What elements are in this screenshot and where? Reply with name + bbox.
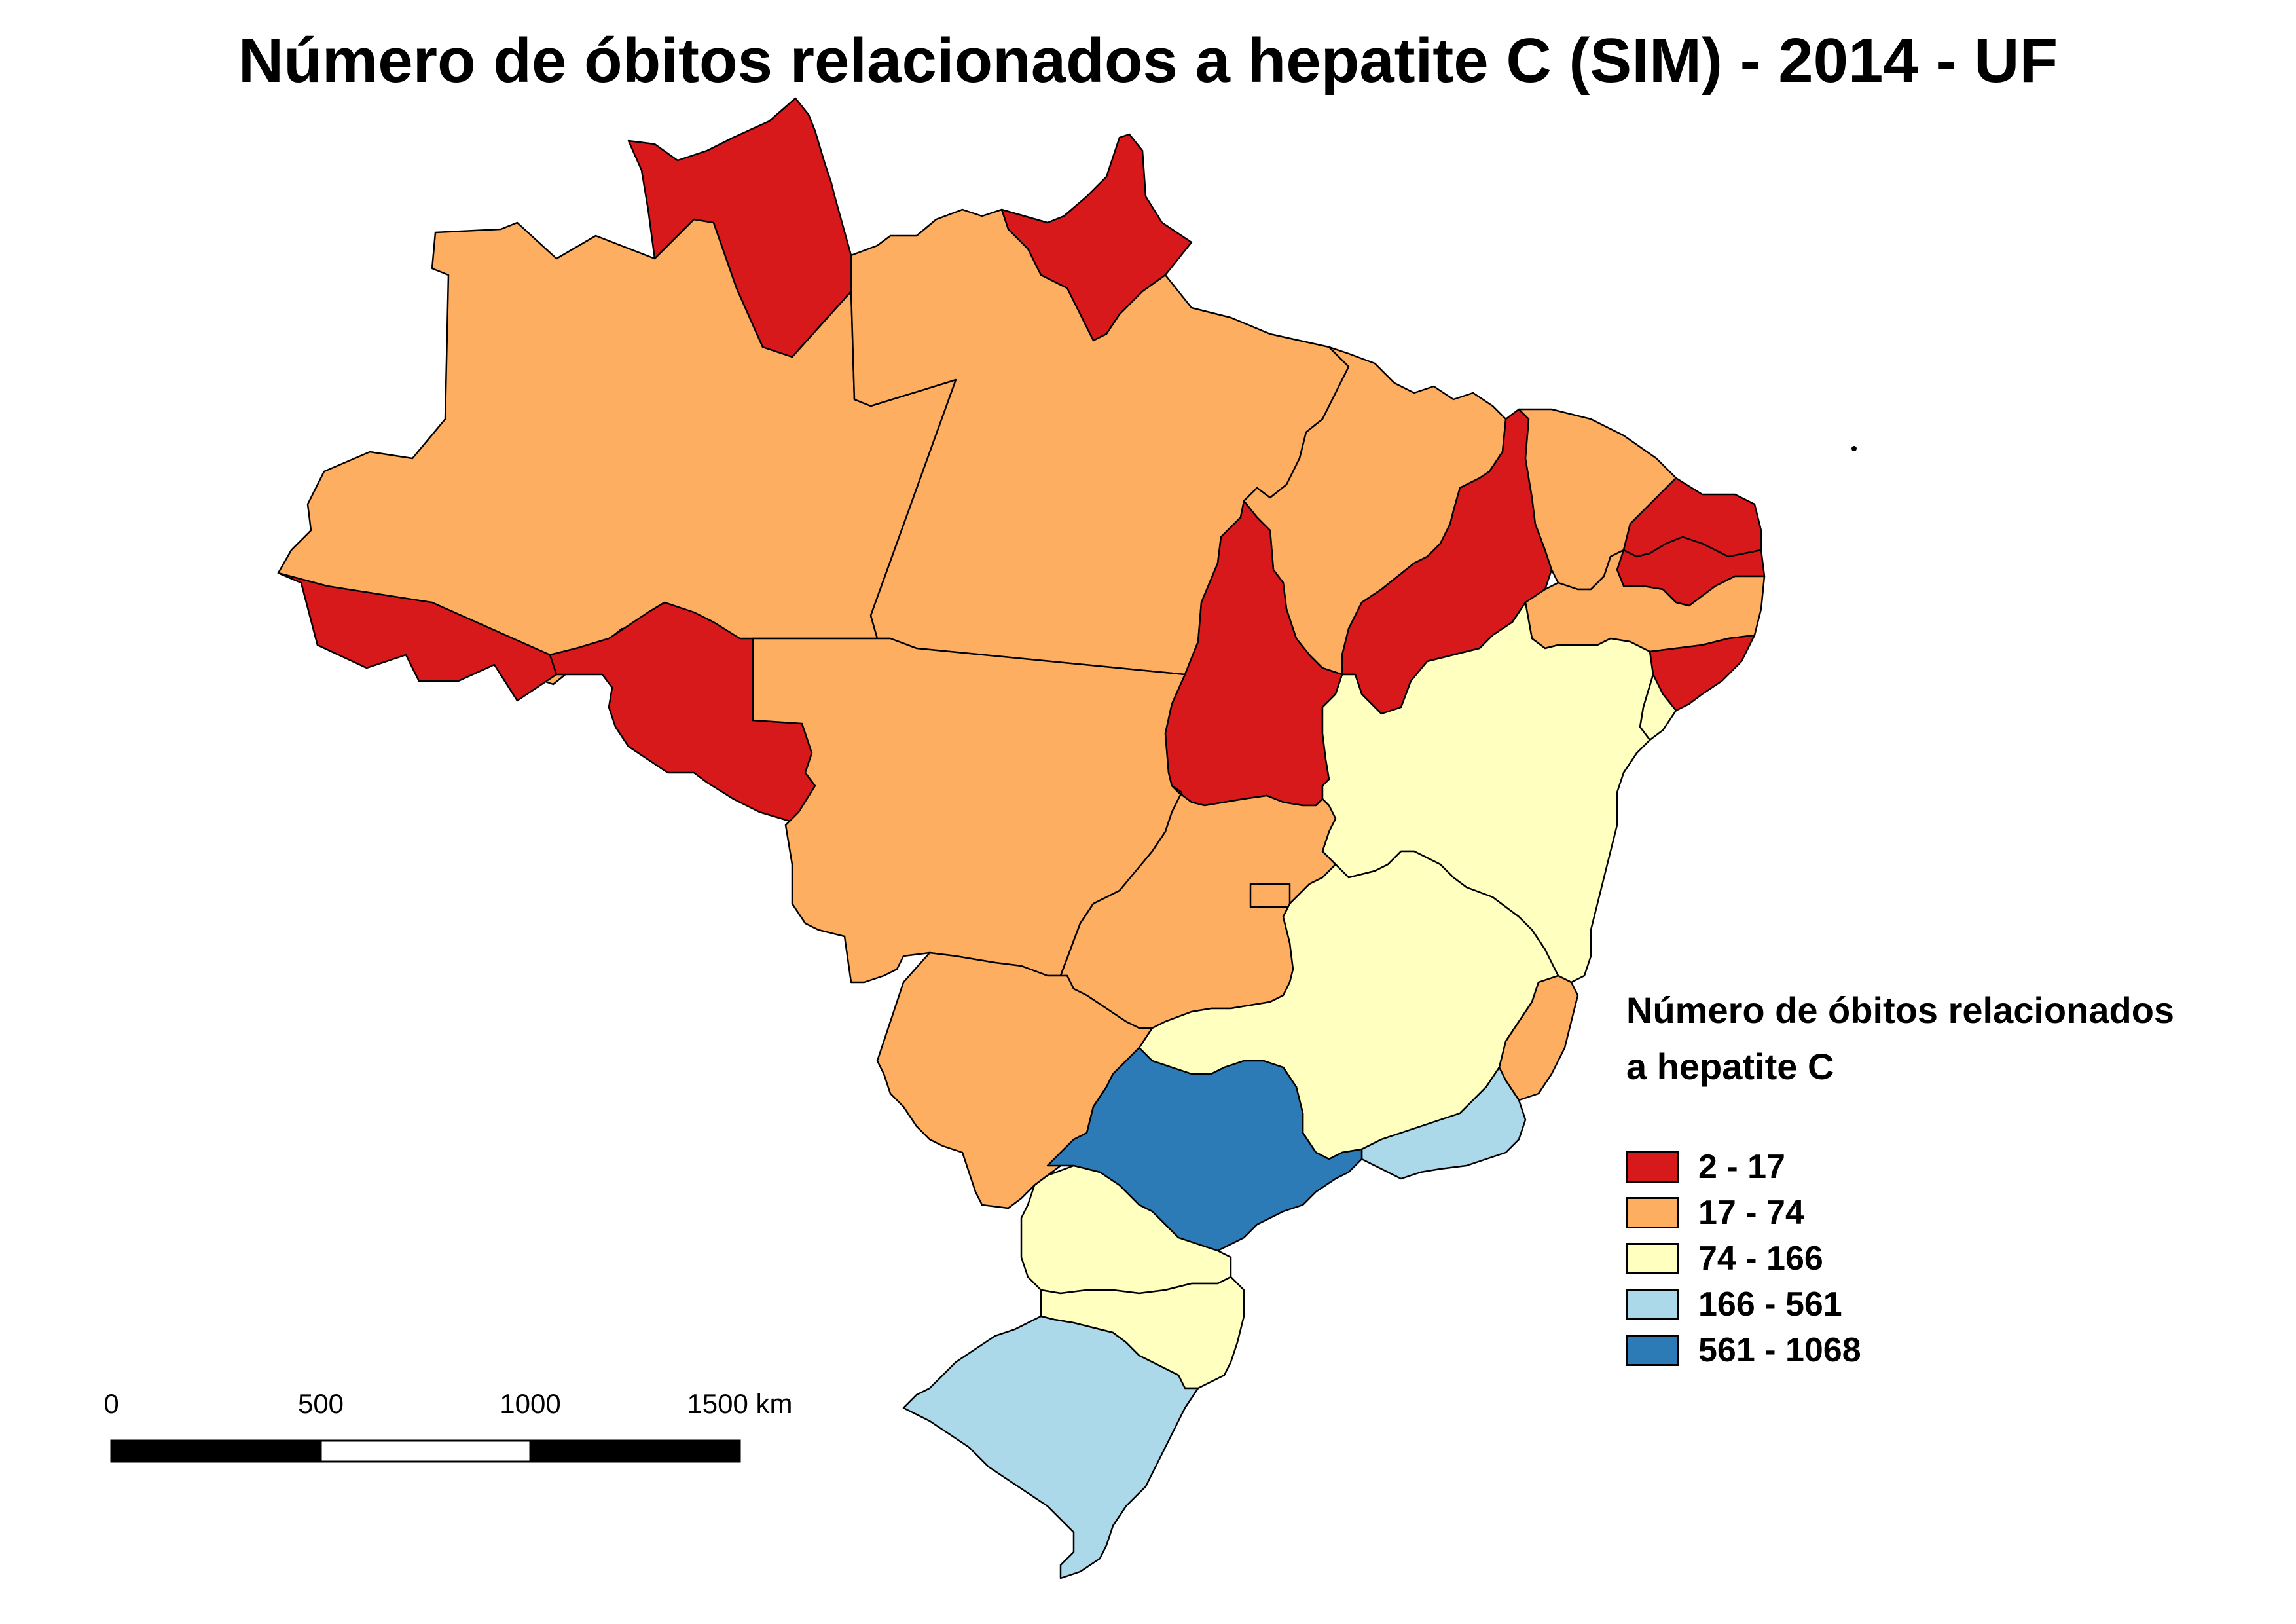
scale-segment-3 <box>529 1439 741 1463</box>
legend-title-line1: Número de óbitos relacionados <box>1626 989 2175 1031</box>
legend-item-3: 74 - 166 <box>1626 1239 1823 1278</box>
legend-label-1: 2 - 17 <box>1698 1148 1785 1186</box>
legend-item-4: 166 - 561 <box>1626 1285 1842 1324</box>
scale-label-0: 0 <box>103 1388 119 1419</box>
map-title: Número de óbitos relacionados a hepatite… <box>238 26 2058 96</box>
state-rio-de-janeiro <box>1360 1066 1527 1180</box>
legend-item-2: 17 - 74 <box>1626 1193 1804 1232</box>
scale-label-1500: 1500 km <box>687 1388 793 1419</box>
state-mato-grosso-do-sul <box>876 951 1154 1209</box>
scale-label-1000: 1000 <box>500 1388 561 1419</box>
state-distrito-federal <box>1249 883 1291 908</box>
legend-item-1: 2 - 17 <box>1626 1147 1785 1187</box>
legend-swatch-3 <box>1626 1243 1679 1274</box>
state-sao-paulo <box>1046 1046 1363 1252</box>
scale-segment-1 <box>110 1439 322 1463</box>
scale-label-500: 500 <box>297 1388 344 1419</box>
state-rio-grande-do-sul <box>902 1315 1199 1579</box>
legend-swatch-4 <box>1626 1289 1679 1320</box>
legend-label-2: 17 - 74 <box>1698 1194 1804 1232</box>
legend-label-3: 74 - 166 <box>1698 1240 1823 1278</box>
legend-item-5: 561 - 1068 <box>1626 1331 1861 1370</box>
state-acre <box>277 572 558 702</box>
legend-swatch-5 <box>1626 1335 1679 1366</box>
legend-swatch-1 <box>1626 1151 1679 1183</box>
legend-title-line2: a hepatite C <box>1626 1046 1834 1087</box>
scale-segment-2 <box>319 1439 532 1463</box>
scale-bar <box>110 1439 741 1463</box>
legend-label-5: 561 - 1068 <box>1698 1331 1861 1369</box>
state-roraima <box>627 97 852 358</box>
island-fernando-de-noronha <box>1851 446 1857 451</box>
legend-title: Número de óbitos relacionados a hepatite… <box>1626 982 2174 1095</box>
legend-swatch-2 <box>1626 1197 1679 1228</box>
legend-label-4: 166 - 561 <box>1698 1285 1842 1323</box>
